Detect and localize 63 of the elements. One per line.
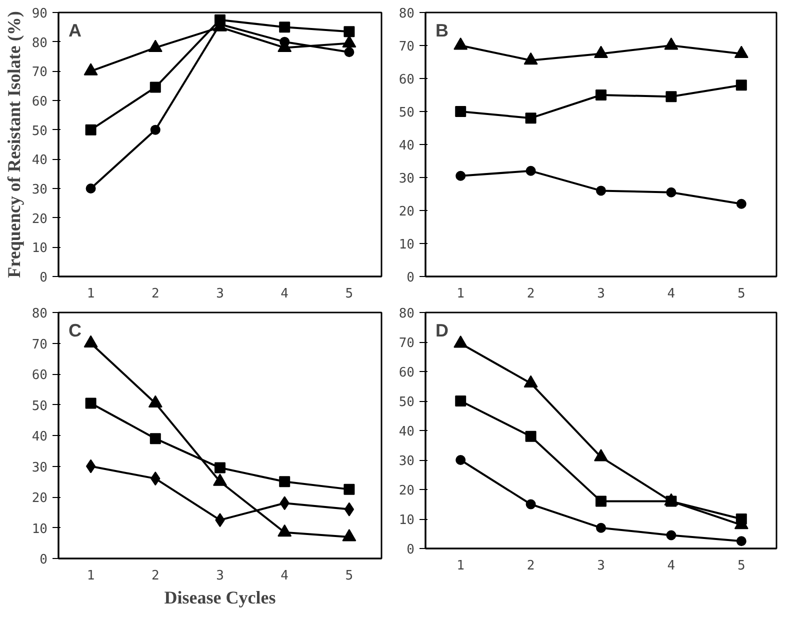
x-tick-label: 2 bbox=[526, 286, 535, 302]
x-tick-label: 4 bbox=[667, 558, 676, 574]
y-tick-label: 40 bbox=[398, 138, 415, 154]
y-tick-label: 20 bbox=[32, 491, 48, 506]
y-tick-label: 70 bbox=[398, 336, 415, 351]
y-tick-label: 30 bbox=[32, 460, 48, 476]
y-tick-label: 10 bbox=[32, 522, 48, 537]
y-tick-label: 40 bbox=[398, 424, 415, 440]
y-tick-label: 0 bbox=[406, 542, 414, 558]
text: A bbox=[68, 20, 82, 40]
y-tick-label: 40 bbox=[32, 430, 48, 444]
x-tick-label: 2 bbox=[526, 558, 535, 574]
x-tick-label: 1 bbox=[456, 558, 465, 574]
x-tick-label: 3 bbox=[216, 568, 224, 584]
y-tick-label: 70 bbox=[32, 65, 48, 80]
x-tick-label: 1 bbox=[86, 286, 95, 302]
y-tick-label: 30 bbox=[398, 454, 415, 469]
y-tick-label: 50 bbox=[398, 106, 415, 120]
y-tick-label: 0 bbox=[40, 552, 48, 568]
x-tick-label: 4 bbox=[667, 286, 676, 302]
y-tick-label: 80 bbox=[32, 36, 48, 51]
x-tick-label: 5 bbox=[345, 568, 354, 584]
x-tick-label: 3 bbox=[597, 558, 605, 574]
x-tick-label: 4 bbox=[280, 286, 289, 302]
y-tick-label: 80 bbox=[32, 306, 48, 322]
y-tick-label: 30 bbox=[32, 182, 48, 198]
y-tick-label: 10 bbox=[32, 241, 48, 256]
y-tick-label: 60 bbox=[398, 366, 415, 380]
y-tick-label: 60 bbox=[398, 72, 415, 88]
chart-title: C bbox=[68, 320, 82, 340]
y-tick-label: 20 bbox=[32, 212, 48, 227]
y-tick-label: 50 bbox=[398, 395, 415, 410]
x-tick-label: 3 bbox=[216, 286, 224, 302]
y-tick-label: 20 bbox=[398, 484, 415, 498]
x-tick-label: 5 bbox=[737, 558, 746, 574]
x-axis-title: Disease Cycles bbox=[164, 588, 276, 608]
x-tick-label: 4 bbox=[280, 568, 289, 584]
y-tick-label: 10 bbox=[398, 513, 415, 528]
x-tick-label: 5 bbox=[345, 286, 354, 302]
y-tick-label: 30 bbox=[398, 172, 415, 186]
x-tick-label: 5 bbox=[737, 286, 746, 302]
y-tick-label: 60 bbox=[32, 368, 48, 383]
y-tick-label: 10 bbox=[398, 238, 415, 252]
y-tick-label: 80 bbox=[398, 6, 415, 22]
x-tick-label: 3 bbox=[597, 286, 605, 302]
chart-title: D bbox=[436, 320, 448, 340]
y-axis-title: Frequency of Resistant Isolate (%) bbox=[4, 11, 24, 278]
y-tick-label: 0 bbox=[406, 270, 414, 286]
chart-title: B bbox=[436, 20, 448, 40]
x-tick-label: 1 bbox=[86, 568, 95, 584]
y-tick-label: 40 bbox=[32, 153, 48, 168]
y-tick-label: 50 bbox=[32, 398, 48, 414]
x-tick-label: 1 bbox=[456, 286, 465, 302]
x-tick-label: 2 bbox=[151, 286, 160, 302]
y-tick-label: 70 bbox=[32, 337, 48, 352]
y-tick-label: 70 bbox=[398, 40, 415, 54]
y-tick-label: 50 bbox=[32, 124, 48, 139]
y-tick-label: 80 bbox=[398, 306, 415, 322]
x-tick-label: 2 bbox=[151, 568, 160, 584]
y-tick-label: 20 bbox=[398, 204, 415, 220]
y-tick-label: 60 bbox=[32, 94, 48, 110]
y-tick-label: 0 bbox=[40, 270, 48, 286]
y-tick-label: 90 bbox=[32, 6, 48, 22]
